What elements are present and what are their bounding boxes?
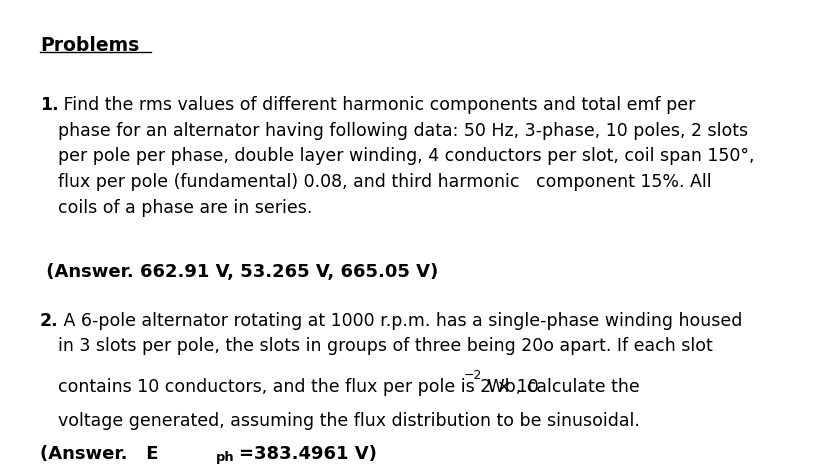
Text: (Answer. 662.91 V, 53.265 V, 665.05 V): (Answer. 662.91 V, 53.265 V, 665.05 V) [40,263,437,281]
Text: A 6-pole alternator rotating at 1000 r.p.m. has a single-phase winding housed
in: A 6-pole alternator rotating at 1000 r.p… [58,312,741,355]
Text: voltage generated, assuming the flux distribution to be sinusoidal.: voltage generated, assuming the flux dis… [58,412,639,430]
Text: 2.: 2. [40,312,59,330]
Text: Find the rms values of different harmonic components and total emf per
phase for: Find the rms values of different harmoni… [58,96,753,217]
Text: 1.: 1. [40,96,59,114]
Text: =383.4961 V): =383.4961 V) [238,445,376,463]
Text: Problems: Problems [40,36,139,55]
Text: ph: ph [215,451,234,464]
Text: Wb, calculate the: Wb, calculate the [481,378,638,396]
Text: contains 10 conductors, and the flux per pole is 2 × 10: contains 10 conductors, and the flux per… [58,378,538,396]
Text: −2: −2 [463,369,482,382]
Text: (Answer.   E: (Answer. E [40,445,158,463]
